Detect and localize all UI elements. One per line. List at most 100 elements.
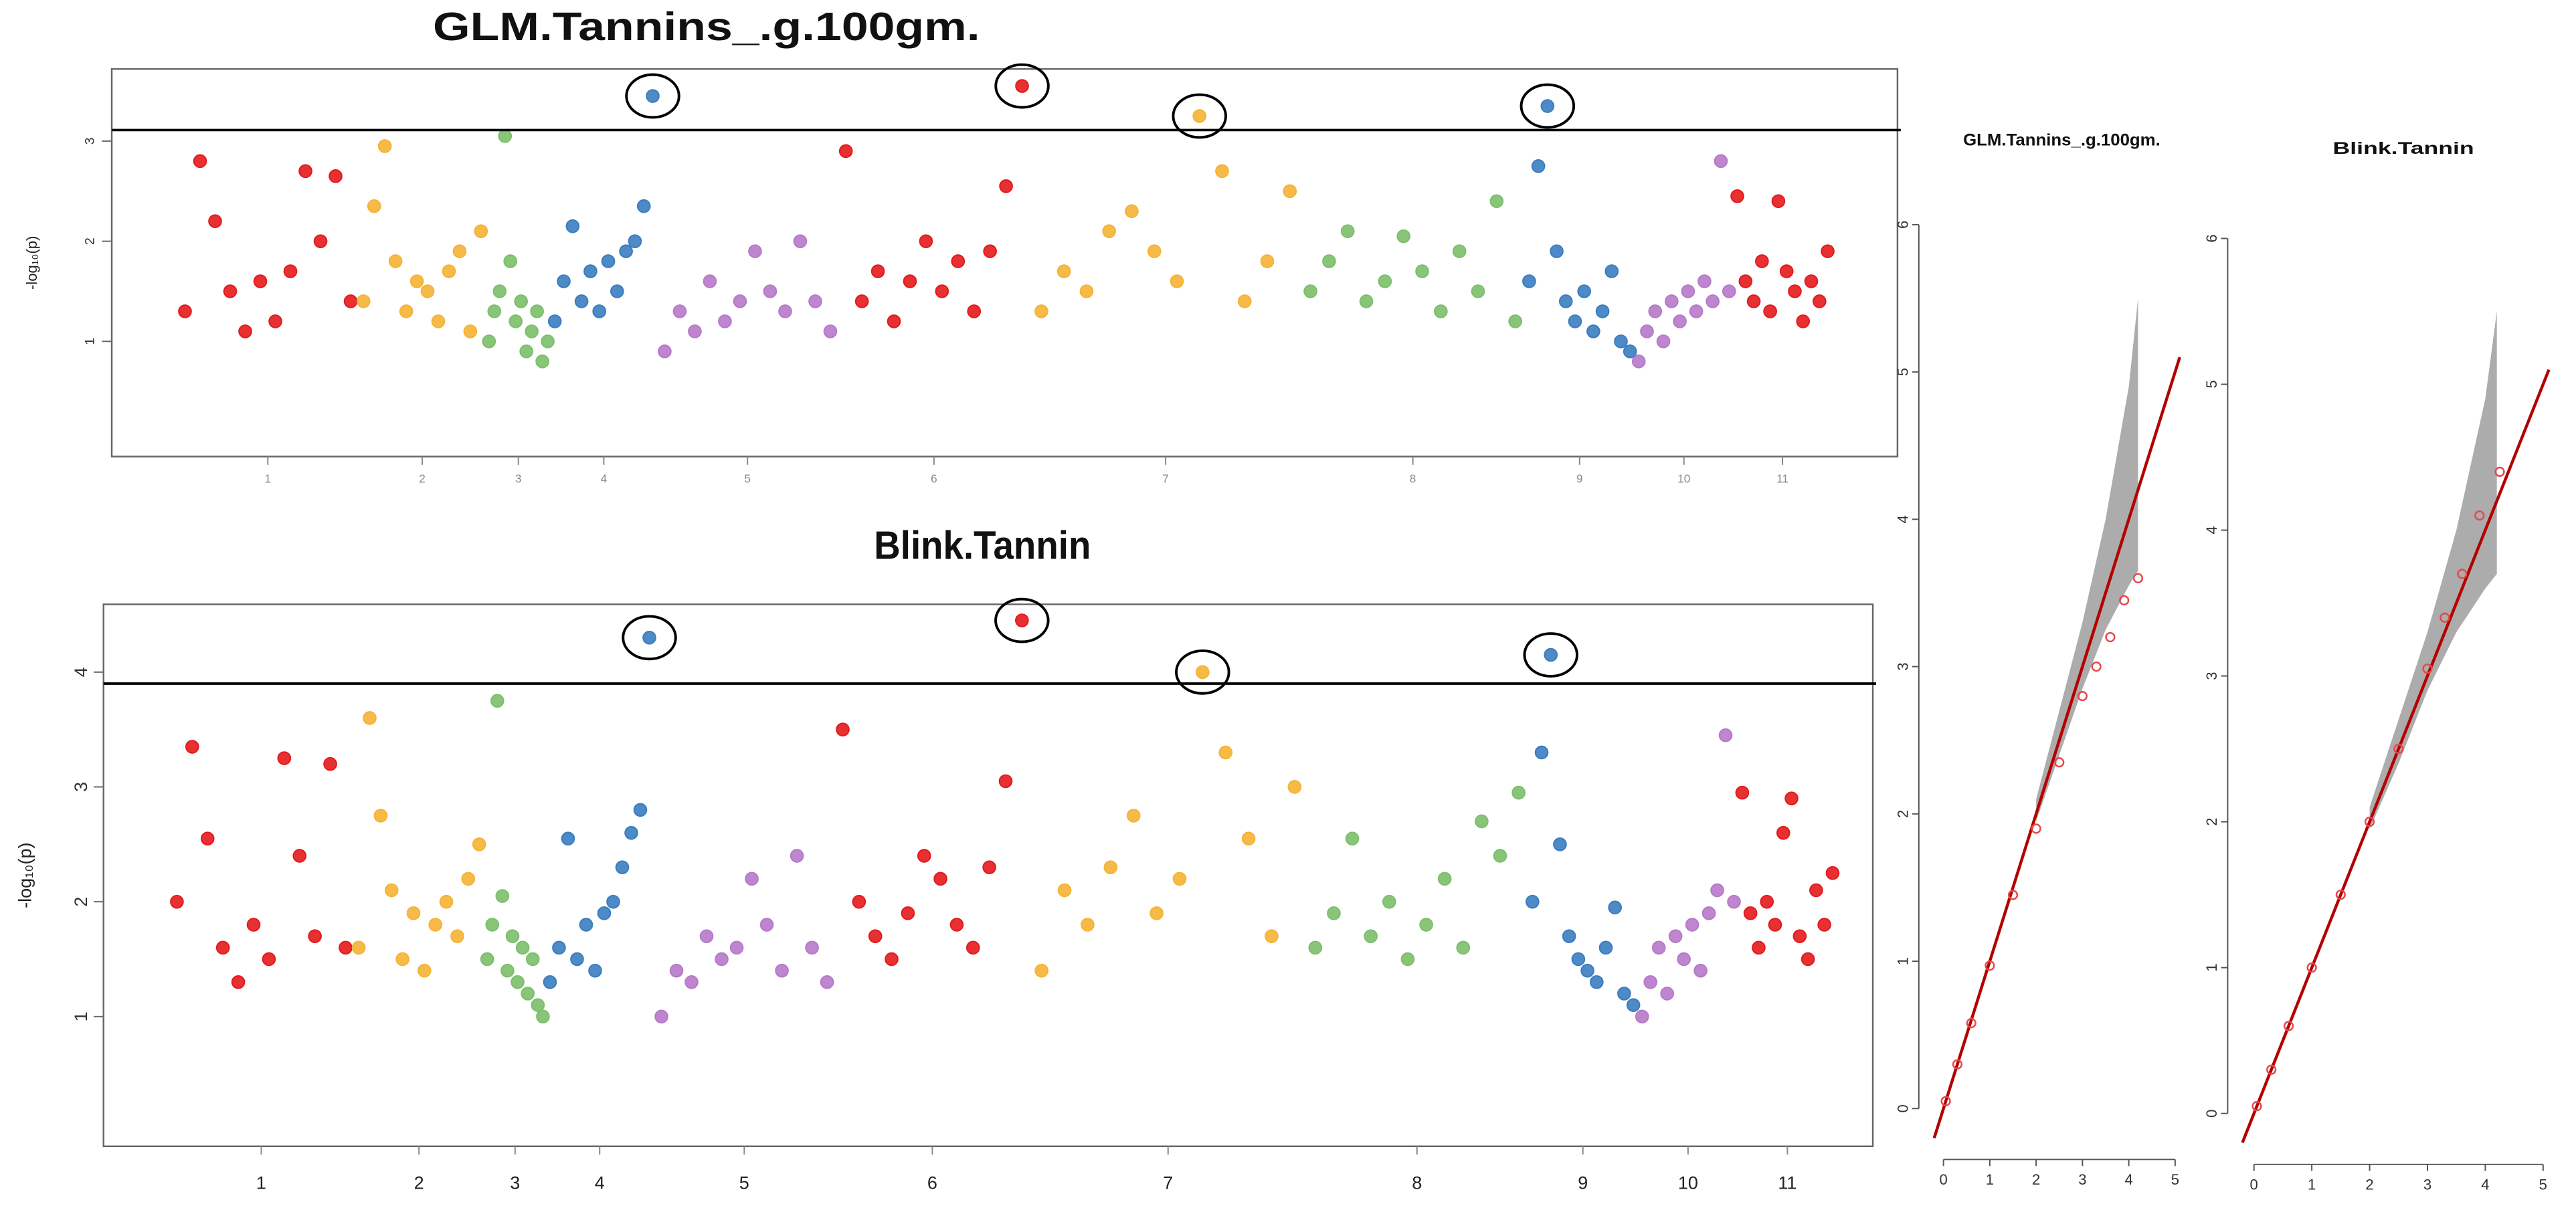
snp-point <box>790 849 804 863</box>
y-tick-label: 4 <box>1895 515 1912 523</box>
x-tick-label: 4 <box>2124 1171 2132 1188</box>
snp-point <box>1589 975 1604 989</box>
snp-point <box>498 129 513 143</box>
snp-point <box>1015 613 1029 627</box>
snp-point <box>718 314 732 328</box>
snp-point <box>628 234 642 248</box>
snp-point <box>868 929 883 943</box>
snp-point <box>619 244 633 258</box>
x-tick-label: 1 <box>264 472 271 485</box>
snp-point <box>919 234 933 248</box>
snp-point <box>525 324 539 338</box>
snp-point <box>1722 284 1736 298</box>
snp-point <box>363 711 377 725</box>
snp-point <box>1752 940 1766 955</box>
y-tick-label: 0 <box>1895 1104 1912 1112</box>
snp-point <box>487 304 502 318</box>
snp-point <box>642 631 656 645</box>
snp-point <box>1378 274 1392 288</box>
snp-point <box>1400 952 1415 967</box>
snp-point <box>1677 952 1691 967</box>
snp-point <box>1493 849 1507 863</box>
x-tick-label: 9 <box>1576 472 1583 485</box>
snp-point <box>1710 883 1724 898</box>
snp-point <box>1508 314 1522 328</box>
snp-point <box>763 284 777 298</box>
snp-point <box>395 952 409 967</box>
x-tick-label: 5 <box>2539 1177 2547 1193</box>
y-tick-label: 2 <box>71 897 91 907</box>
snp-point <box>277 751 292 765</box>
snp-point <box>1550 244 1564 258</box>
snp-point <box>901 906 915 920</box>
snp-point <box>1626 998 1641 1012</box>
highlight-ellipse <box>625 73 680 119</box>
snp-point <box>1522 274 1536 288</box>
plot-frame <box>102 603 1874 1148</box>
snp-point <box>1534 745 1549 760</box>
x-tick-label: 11 <box>1776 472 1788 485</box>
snp-point <box>1308 940 1323 955</box>
qq-point <box>2364 817 2375 827</box>
snp-point <box>1821 244 1835 258</box>
y-tick-label: 4 <box>2203 526 2220 534</box>
qq-point <box>2251 1101 2262 1112</box>
x-tick-label: 3 <box>2078 1171 2086 1188</box>
snp-point <box>1623 344 1637 359</box>
qq-point <box>2105 631 2116 643</box>
snp-point <box>253 274 268 288</box>
confidence-band <box>2369 311 2497 829</box>
snp-point <box>1489 194 1504 209</box>
snp-point <box>624 825 638 840</box>
snp-point <box>1544 647 1558 662</box>
qq-point <box>2474 510 2485 521</box>
reference-line <box>1932 357 2181 1139</box>
snp-point <box>428 918 443 932</box>
snp-point <box>450 929 464 943</box>
snp-point <box>384 883 399 898</box>
snp-point <box>231 975 246 989</box>
snp-point <box>1635 1009 1649 1024</box>
snp-point <box>672 304 687 318</box>
snp-point <box>1303 284 1317 298</box>
snp-point <box>1283 184 1297 199</box>
snp-point <box>1531 159 1546 173</box>
snp-point <box>1706 294 1720 308</box>
snp-point <box>658 344 672 359</box>
snp-point <box>597 906 612 920</box>
snp-point <box>998 774 1013 789</box>
snp-point <box>505 929 520 943</box>
x-tick-label: 8 <box>1410 472 1416 485</box>
y-tick-label: 1 <box>2203 964 2220 972</box>
snp-point <box>377 139 392 153</box>
snp-point <box>703 274 717 288</box>
snp-point <box>215 940 230 955</box>
snp-point <box>530 304 544 318</box>
snp-point <box>1608 900 1623 915</box>
snp-point <box>439 894 454 909</box>
x-tick-label: 3 <box>2423 1177 2431 1193</box>
snp-point <box>511 975 525 989</box>
snp-point <box>1586 324 1600 338</box>
snp-point <box>836 722 850 736</box>
snp-point <box>1553 837 1567 851</box>
snp-point <box>283 264 298 278</box>
snp-point <box>1792 929 1807 943</box>
x-tick-label: 4 <box>2481 1177 2489 1193</box>
snp-point <box>1668 929 1683 943</box>
highlight-ellipse <box>1172 93 1227 139</box>
snp-point <box>699 929 714 943</box>
snp-point <box>949 918 964 932</box>
snp-point <box>633 803 648 817</box>
plot-frame <box>110 68 1899 458</box>
snp-point <box>1103 860 1118 874</box>
snp-point <box>503 254 518 268</box>
qq-point <box>2132 573 2144 584</box>
snp-point <box>917 849 931 863</box>
snp-point <box>935 284 949 298</box>
snp-point <box>646 89 660 103</box>
x-tick-label: 3 <box>515 472 522 485</box>
snp-point <box>1779 264 1794 278</box>
snp-point <box>1809 883 1823 898</box>
x-tick-label: 7 <box>1162 472 1169 485</box>
